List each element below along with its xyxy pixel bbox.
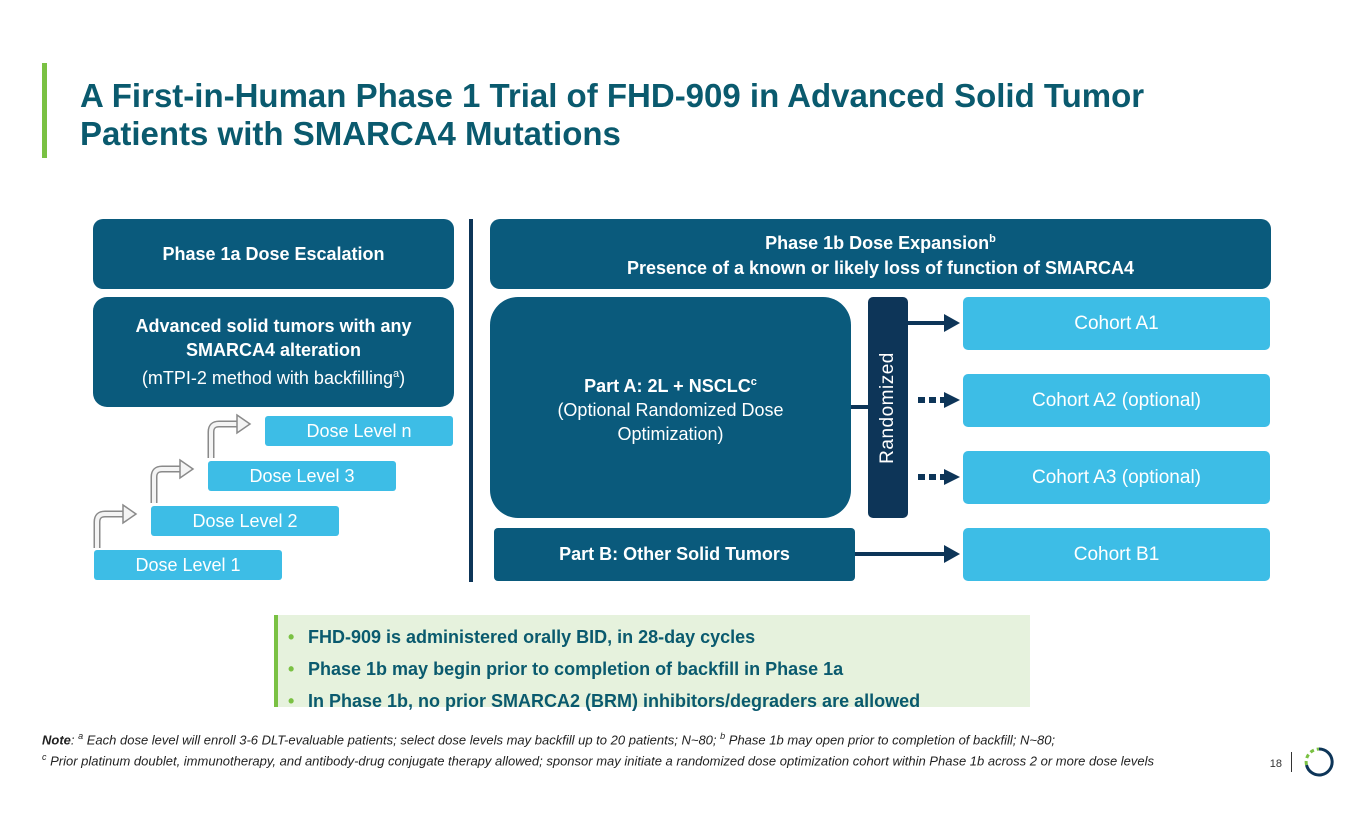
bullet-dot: • bbox=[288, 626, 295, 647]
page-number-divider bbox=[1291, 752, 1292, 772]
cohort-a1-label: Cohort A1 bbox=[1074, 312, 1159, 334]
cohort-a1: Cohort A1 bbox=[963, 297, 1270, 350]
dose-level-n: Dose Level n bbox=[265, 416, 453, 446]
dose-level-2-label: Dose Level 2 bbox=[192, 510, 298, 531]
phase1b-header-title: Phase 1b Dose Expansion bbox=[765, 233, 990, 253]
part-a-sub1: (Optional Randomized Dose bbox=[557, 399, 784, 420]
bullet-item: • FHD-909 is administered orally BID, in … bbox=[288, 621, 1030, 653]
randomized-bar bbox=[868, 297, 908, 518]
dose-level-3-label: Dose Level 3 bbox=[249, 465, 355, 486]
bullet-text: Phase 1b may begin prior to completion o… bbox=[308, 658, 844, 679]
footnote-marker-a: a bbox=[78, 731, 84, 741]
footnote-text-a: Each dose level will enroll 3-6 DLT-eval… bbox=[83, 732, 721, 748]
phase1b-footnote-marker: b bbox=[989, 233, 996, 245]
arrow-cohort-a2-head bbox=[944, 392, 960, 408]
part-a-footnote-marker: c bbox=[750, 375, 757, 388]
method-close: ) bbox=[399, 368, 406, 388]
footnote-marker-b: b bbox=[720, 731, 726, 741]
phase1a-population-box: Advanced solid tumors with any SMARCA4 a… bbox=[93, 297, 454, 407]
phase1a-header-label: Phase 1a Dose Escalation bbox=[162, 243, 385, 264]
cohort-a3: Cohort A3 (optional) bbox=[963, 451, 1270, 504]
footnote-text-c: Prior platinum doublet, immunotherapy, a… bbox=[46, 753, 1155, 769]
bullet-dot: • bbox=[288, 690, 295, 711]
bullet-text: In Phase 1b, no prior SMARCA2 (BRM) inhi… bbox=[308, 690, 921, 711]
method-footnote-marker: a bbox=[392, 368, 400, 380]
method-line: (mTPI-2 method with backfillinga) bbox=[142, 362, 405, 390]
method-text: (mTPI-2 method with backfilling bbox=[141, 368, 393, 388]
cohort-a2-label: Cohort A2 (optional) bbox=[1032, 389, 1201, 411]
page-title-line1: A First-in-Human Phase 1 Trial of FHD-90… bbox=[80, 77, 1145, 114]
footnote-text-b: Phase 1b may open prior to completion of… bbox=[725, 732, 1056, 748]
bullet-item: • In Phase 1b, no prior SMARCA2 (BRM) inh… bbox=[288, 685, 1030, 717]
dose-level-n-label: Dose Level n bbox=[306, 420, 412, 441]
part-a-title: Part A: 2L + NSCLCc bbox=[584, 370, 757, 398]
dose-level-1: Dose Level 1 bbox=[94, 550, 282, 580]
phase1b-header: Phase 1b Dose Expansionb Presence of a k… bbox=[490, 219, 1271, 289]
arrow-cohort-a1-head bbox=[944, 314, 960, 332]
bullet-text: FHD-909 is administered orally BID, in 2… bbox=[308, 626, 756, 647]
title-accent-bar bbox=[42, 63, 47, 158]
page-title: A First-in-Human Phase 1 Trial of FHD-90… bbox=[80, 77, 1280, 153]
randomized-label-wrap: Randomized bbox=[868, 297, 908, 518]
bullet-item: • Phase 1b may begin prior to completion … bbox=[288, 653, 1030, 685]
part-a-title-text: Part A: 2L + NSCLC bbox=[584, 375, 751, 396]
phase-divider bbox=[469, 219, 473, 582]
step-arrow-2 bbox=[150, 465, 181, 503]
step-arrow-2-head bbox=[179, 458, 195, 480]
dose-level-1-label: Dose Level 1 bbox=[135, 554, 241, 575]
step-arrow-3-head bbox=[236, 413, 252, 435]
phase1b-header-line2: Presence of a known or likely loss of fu… bbox=[626, 258, 1135, 278]
step-arrow-1-head bbox=[122, 503, 138, 525]
part-a-box: Part A: 2L + NSCLCc (Optional Randomized… bbox=[490, 297, 851, 518]
footnote-label: Note bbox=[42, 732, 71, 748]
footnote-marker-c: c bbox=[42, 751, 47, 762]
part-b-box: Part B: Other Solid Tumors bbox=[494, 528, 855, 581]
population-line2: SMARCA4 alteration bbox=[185, 340, 362, 360]
key-points-box: • FHD-909 is administered orally BID, in … bbox=[274, 615, 1030, 711]
dose-level-2: Dose Level 2 bbox=[151, 506, 339, 536]
cohort-a2: Cohort A2 (optional) bbox=[963, 374, 1270, 427]
dose-level-3: Dose Level 3 bbox=[208, 461, 396, 491]
phase1a-header: Phase 1a Dose Escalation bbox=[93, 219, 454, 289]
population-line1: Advanced solid tumors with any bbox=[135, 316, 412, 336]
arrow-cohort-b1-head bbox=[944, 545, 960, 563]
page-number: 18 bbox=[1269, 758, 1282, 770]
part-a-sub2: Optimization) bbox=[617, 423, 724, 444]
cohort-a3-label: Cohort A3 (optional) bbox=[1032, 466, 1201, 488]
company-logo-icon bbox=[1304, 747, 1334, 777]
cohort-b1-label: Cohort B1 bbox=[1073, 543, 1160, 565]
footnote: Note: a Each dose level will enroll 3-6 … bbox=[42, 731, 1155, 769]
phase1b-header-line1: Phase 1b Dose Expansionb bbox=[765, 227, 996, 256]
page-title-line2: Patients with SMARCA4 Mutations bbox=[80, 115, 621, 152]
step-arrow-1 bbox=[93, 510, 124, 548]
bullet-dot: • bbox=[288, 658, 295, 679]
part-b-label: Part B: Other Solid Tumors bbox=[559, 544, 790, 564]
arrow-cohort-a3-head bbox=[944, 469, 960, 485]
randomized-label: Randomized bbox=[877, 351, 899, 464]
cohort-b1: Cohort B1 bbox=[963, 528, 1270, 581]
step-arrow-3 bbox=[207, 420, 238, 458]
